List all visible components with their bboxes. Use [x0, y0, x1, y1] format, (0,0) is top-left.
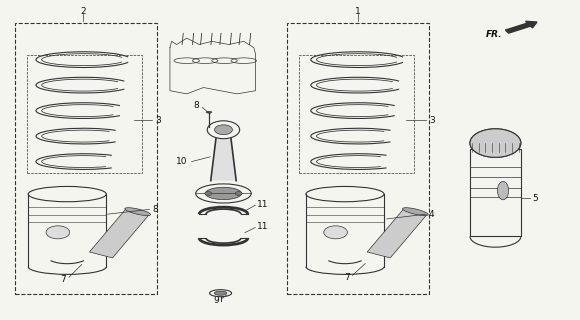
Ellipse shape — [209, 290, 231, 297]
Ellipse shape — [470, 129, 521, 157]
Text: 3: 3 — [429, 116, 434, 125]
Polygon shape — [211, 139, 236, 181]
Text: 11: 11 — [257, 222, 269, 231]
Circle shape — [215, 125, 233, 135]
Text: FR.: FR. — [486, 30, 502, 39]
Ellipse shape — [28, 187, 106, 202]
Text: 4: 4 — [429, 210, 434, 219]
Text: 10: 10 — [176, 157, 187, 166]
Ellipse shape — [403, 208, 428, 216]
Circle shape — [205, 192, 212, 196]
Text: 2: 2 — [81, 7, 86, 16]
Text: 3: 3 — [155, 116, 161, 125]
Circle shape — [324, 226, 347, 239]
FancyArrow shape — [505, 21, 537, 33]
Circle shape — [46, 226, 70, 239]
Text: 8: 8 — [193, 101, 199, 110]
Ellipse shape — [470, 129, 521, 157]
Text: 8: 8 — [153, 205, 158, 214]
Ellipse shape — [214, 291, 227, 295]
Ellipse shape — [195, 184, 251, 203]
Text: 7: 7 — [60, 275, 66, 284]
Circle shape — [235, 192, 242, 196]
Polygon shape — [89, 209, 149, 258]
Circle shape — [207, 121, 240, 139]
Ellipse shape — [205, 187, 241, 200]
Text: 1: 1 — [356, 7, 361, 16]
Ellipse shape — [125, 208, 150, 216]
Ellipse shape — [306, 187, 384, 202]
Polygon shape — [367, 209, 427, 258]
Text: 9: 9 — [213, 296, 219, 305]
Text: 7: 7 — [344, 273, 350, 282]
Bar — [470, 149, 521, 236]
Ellipse shape — [206, 111, 212, 113]
Text: 5: 5 — [532, 194, 538, 203]
Ellipse shape — [498, 181, 509, 200]
Text: 11: 11 — [257, 200, 269, 209]
